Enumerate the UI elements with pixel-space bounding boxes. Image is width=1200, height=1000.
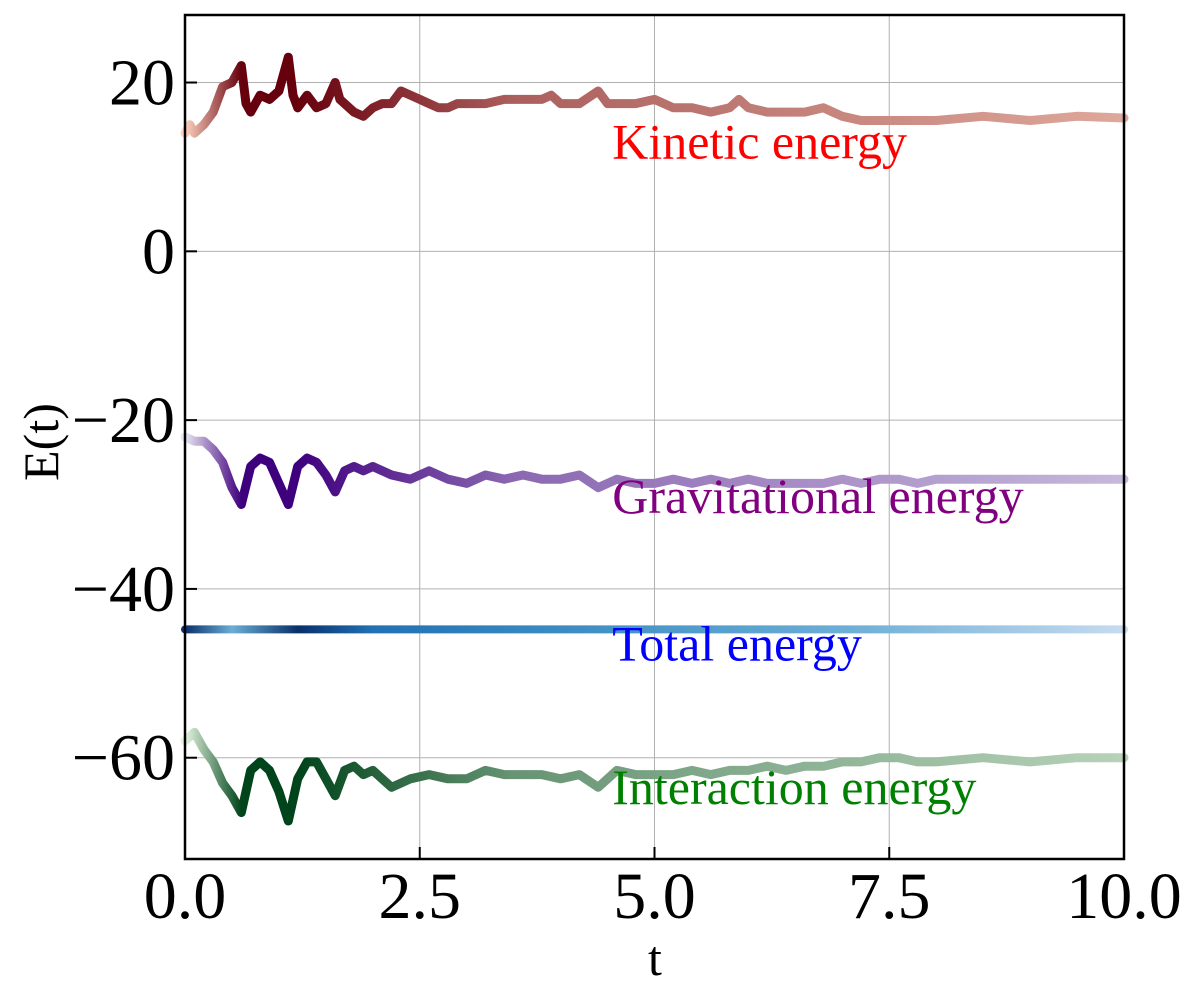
ticks: 0.0 2.5 5.0 7.5 10.0 20 0 −20 −40 −60 [72, 47, 1182, 933]
series-line-interaction-energy [180, 727, 1129, 826]
y-tick-label: 20 [109, 47, 175, 120]
annotation-kinetic-energy: Kinetic energy [612, 113, 907, 169]
series-group [180, 52, 1129, 826]
annotations: Kinetic energy Gravitational energy Total … [612, 113, 1023, 815]
annotation-gravitational-energy: Gravitational energy [612, 468, 1023, 524]
annotation-total-energy: Total energy [612, 616, 862, 672]
y-tick-label: 0 [142, 215, 175, 288]
y-axis-label: E(t) [13, 403, 69, 481]
x-tick-label: 10.0 [1066, 860, 1182, 933]
series-line-kinetic-energy [180, 52, 1129, 138]
annotation-interaction-energy: Interaction energy [612, 759, 976, 815]
x-tick-label: 7.5 [848, 860, 931, 933]
y-tick-label: −40 [72, 553, 175, 626]
x-axis-label: t [648, 930, 662, 986]
x-tick-label: 2.5 [379, 860, 462, 933]
y-tick-label: −60 [72, 722, 175, 795]
x-tick-label: 0.0 [144, 860, 227, 933]
x-tick-label: 5.0 [613, 860, 696, 933]
y-tick-label: −20 [72, 384, 175, 457]
series-line-gravitational-energy [180, 432, 1129, 509]
